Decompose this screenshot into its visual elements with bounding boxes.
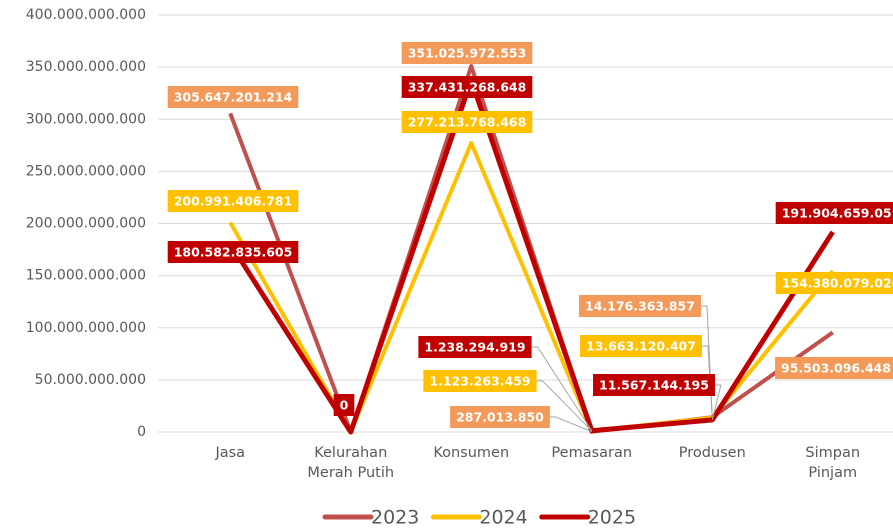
value-label-text: 13.663.120.407 <box>586 339 696 354</box>
value-label-text: 277.213.768.468 <box>408 115 527 130</box>
value-label-text: 11.567.144.195 <box>599 378 709 393</box>
y-tick-label: 0 <box>137 424 146 440</box>
value-label: 191.904.659.051 <box>775 202 893 224</box>
y-tick-label: 400.000.000.000 <box>26 7 146 23</box>
value-label-text: 1.238.294.919 <box>424 340 525 355</box>
value-label-text: 200.991.406.781 <box>174 194 293 209</box>
value-label-text: 351.025.972.553 <box>408 46 527 61</box>
leader-line <box>700 305 713 418</box>
y-tick-label: 50.000.000.000 <box>35 372 146 388</box>
value-label-text: 191.904.659.051 <box>782 206 893 221</box>
value-label: 1.123.263.459 <box>423 370 537 392</box>
value-label-box <box>418 336 532 358</box>
value-label: 0 <box>333 394 355 416</box>
value-label: 154.380.079.026 <box>775 272 893 294</box>
value-label-text: 1.123.263.459 <box>429 374 530 389</box>
legend-label: 2024 <box>479 507 527 528</box>
value-label: 180.582.835.605 <box>167 241 299 263</box>
value-label-text: 0 <box>340 398 349 413</box>
value-label-box <box>775 272 893 294</box>
value-label-box <box>423 370 537 392</box>
value-label-box <box>593 374 715 396</box>
value-label-box <box>167 86 299 108</box>
legend-label: 2025 <box>588 507 636 528</box>
value-label-text: 95.503.096.448 <box>781 361 891 376</box>
x-tick-label: Simpan Pinjam <box>805 445 861 481</box>
value-label-text: 305.647.201.214 <box>174 90 293 105</box>
value-label: 337.431.268.648 <box>401 76 533 98</box>
y-tick-label: 150.000.000.000 <box>26 268 146 284</box>
value-label: 287.013.850 <box>450 406 550 428</box>
value-label-box <box>775 202 893 224</box>
value-label: 13.663.120.407 <box>580 335 702 357</box>
value-label: 200.991.406.781 <box>167 190 299 212</box>
leader-line <box>536 380 593 432</box>
x-tick-label: Jasa <box>215 445 246 461</box>
value-label: 305.647.201.214 <box>167 86 299 108</box>
value-label: 1.238.294.919 <box>418 336 532 358</box>
y-tick-label: 100.000.000.000 <box>26 320 146 336</box>
value-label: 14.176.363.857 <box>579 295 701 317</box>
value-label-box <box>401 76 533 98</box>
value-label-box <box>333 394 355 416</box>
x-tick-label: Konsumen <box>433 445 510 461</box>
value-label-text: 287.013.850 <box>456 410 544 425</box>
value-label: 95.503.096.448 <box>775 357 893 379</box>
x-tick-label: Pemasaran <box>551 445 633 461</box>
value-label-text: 180.582.835.605 <box>174 245 293 260</box>
value-label-text: 14.176.363.857 <box>585 299 695 314</box>
x-tick-label: Kelurahan Merah Putih <box>307 445 395 481</box>
value-label: 351.025.972.553 <box>401 42 533 64</box>
value-label-text: 337.431.268.648 <box>408 80 527 95</box>
value-label-box <box>167 241 299 263</box>
value-label-box <box>580 335 702 357</box>
leader-line <box>549 416 592 433</box>
series-line <box>228 77 835 435</box>
value-label-box <box>401 42 533 64</box>
y-tick-label: 300.000.000.000 <box>26 111 146 127</box>
y-tick-label: 200.000.000.000 <box>26 216 146 232</box>
value-label-box <box>167 190 299 212</box>
value-label-box <box>450 406 550 428</box>
value-label-box <box>579 295 701 317</box>
x-tick-label: Produsen <box>678 445 746 461</box>
leader-line <box>711 384 722 421</box>
value-label-box <box>775 357 893 379</box>
value-label: 277.213.768.468 <box>401 111 533 133</box>
leader-line <box>531 346 593 431</box>
value-label-box <box>401 111 533 133</box>
y-tick-label: 250.000.000.000 <box>26 163 146 179</box>
value-label-text: 154.380.079.026 <box>782 276 893 291</box>
legend-label: 2023 <box>371 507 419 528</box>
y-tick-label: 350.000.000.000 <box>26 59 146 75</box>
value-label: 11.567.144.195 <box>593 374 715 396</box>
